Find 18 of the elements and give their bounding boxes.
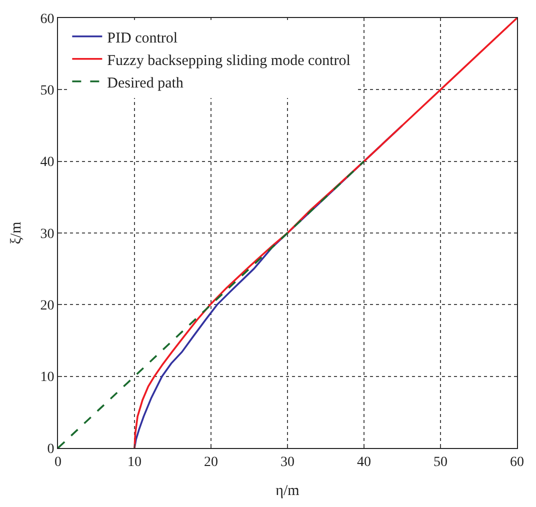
legend-label: PID control [107, 30, 178, 46]
x-tick-label: 50 [434, 454, 448, 470]
x-tick-label: 10 [128, 454, 142, 470]
x-tick-label: 30 [280, 454, 294, 470]
legend-label: Desired path [107, 75, 184, 92]
x-tick-label: 40 [357, 454, 371, 470]
legend-label: Fuzzy backsepping sliding mode control [107, 52, 350, 69]
y-tick-label: 30 [40, 226, 54, 242]
x-tick-label: 60 [510, 454, 524, 470]
y-tick-label: 20 [40, 298, 54, 314]
y-tick-label: 0 [47, 442, 54, 457]
x-axis-title: η/m [276, 482, 300, 499]
y-tick-label: 40 [40, 155, 54, 170]
y-tick-label: 60 [40, 12, 54, 27]
y-tick-label: 50 [40, 84, 54, 99]
y-axis-title: ξ/m [8, 221, 24, 244]
x-tick-label: 20 [204, 454, 218, 470]
y-tick-label: 10 [40, 370, 54, 386]
